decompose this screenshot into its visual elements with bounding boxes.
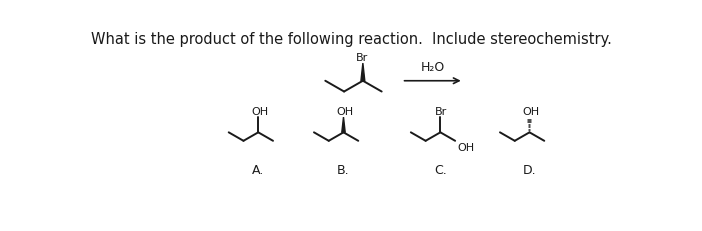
Text: B.: B. <box>337 164 350 176</box>
Text: H₂O: H₂O <box>420 61 445 74</box>
Text: OH: OH <box>251 107 268 117</box>
Text: Br: Br <box>435 107 447 117</box>
Text: A.: A. <box>252 164 265 176</box>
Polygon shape <box>342 118 345 133</box>
Text: Br: Br <box>356 53 369 63</box>
Text: D.: D. <box>523 164 536 176</box>
Text: C.: C. <box>434 164 446 176</box>
Text: OH: OH <box>336 107 354 117</box>
Polygon shape <box>361 64 365 81</box>
Text: OH: OH <box>458 142 475 152</box>
Text: What is the product of the following reaction.  Include stereochemistry.: What is the product of the following rea… <box>91 32 611 46</box>
Text: OH: OH <box>522 107 540 117</box>
